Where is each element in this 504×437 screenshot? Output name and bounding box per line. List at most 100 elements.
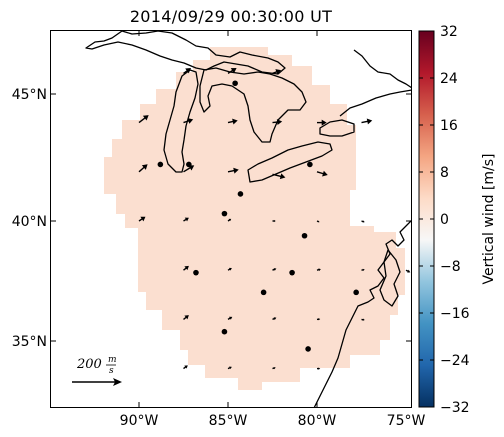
wind-vector-head	[407, 269, 411, 273]
station-marker	[260, 289, 267, 296]
lake-erie-shoreline	[247, 141, 333, 183]
map-frame	[50, 30, 412, 408]
station-marker	[237, 191, 244, 197]
wind-vector-shaft	[272, 173, 282, 178]
wind-vector-head	[275, 69, 282, 75]
wind-vector	[272, 317, 277, 321]
wind-vector	[227, 218, 232, 222]
wind-vector-head	[318, 367, 321, 370]
wind-vector	[361, 268, 365, 272]
wind-vector-head	[362, 318, 365, 321]
wind-vector-head	[184, 217, 189, 222]
wind-vector	[183, 165, 195, 173]
wind-vector-head	[184, 265, 189, 271]
colorbar-tick-label: 24	[440, 71, 458, 87]
scale-unit-denominator: s	[109, 366, 114, 376]
wind-vector-head	[229, 366, 232, 370]
wind-vector-head	[184, 365, 188, 369]
wind-vector-head	[228, 267, 232, 271]
colorbar-tick-label: −16	[440, 306, 470, 322]
atlantic-coastline	[313, 219, 412, 408]
wind-vector	[183, 365, 188, 370]
wind-vector	[227, 68, 237, 74]
wind-vector	[316, 268, 321, 272]
lake-superior-shoreline	[85, 30, 286, 75]
station-marker	[301, 232, 308, 239]
lon-label-90w: 90°W	[120, 413, 159, 429]
station-marker	[221, 210, 228, 217]
station-marker	[232, 80, 238, 87]
colorbar-tick-label: 16	[440, 118, 458, 134]
lat-label-45: 45°N	[12, 87, 47, 103]
wind-vector	[272, 69, 282, 75]
wind-vector	[272, 366, 276, 370]
wind-vector	[316, 318, 321, 321]
wind-vector	[316, 170, 328, 177]
wind-vector-head	[366, 118, 373, 125]
wind-vector-head	[273, 366, 276, 370]
wind-vector	[227, 366, 232, 370]
wind-vector-head	[273, 317, 277, 320]
colorbar-label: Vertical wind [m/s]	[481, 154, 497, 285]
wind-vector-head	[317, 220, 320, 223]
wind-vector-head	[228, 218, 232, 222]
wind-vector	[361, 318, 365, 321]
wind-vector-head	[279, 173, 286, 180]
wind-vector-head	[140, 216, 146, 222]
wind-vector	[138, 164, 148, 173]
wind-vector	[361, 118, 373, 125]
station-marker	[353, 289, 359, 296]
chesapeake-bay-shoreline	[379, 249, 401, 307]
station-marker	[193, 269, 199, 276]
map-title: 2014/09/29 00:30:00 UT	[129, 7, 333, 26]
wind-vector	[317, 367, 321, 370]
lake-huron-shoreline	[199, 67, 307, 143]
colorbar-tick-label: 0	[440, 212, 449, 228]
wind-vector	[227, 118, 238, 125]
wind-vector-shaft	[138, 116, 146, 124]
wind-vector-head	[273, 268, 277, 271]
wind-vector	[272, 219, 276, 223]
wind-vector-shaft	[227, 69, 234, 74]
wind-vector	[272, 173, 286, 180]
wind-vector-head	[362, 268, 365, 272]
colorbar-tick-label: −24	[440, 353, 470, 369]
station-marker	[305, 346, 311, 352]
wind-vector-head	[321, 119, 327, 126]
wind-vector-head	[187, 118, 194, 124]
wind-vector-head	[230, 68, 237, 74]
wind-vector	[227, 267, 232, 271]
wind-vector	[183, 265, 189, 271]
wind-vector-head	[142, 115, 149, 121]
scale-value: 200	[76, 357, 102, 372]
wind-vector-shaft	[361, 120, 369, 124]
colorbar-tick-label: 32	[440, 24, 458, 40]
lat-label-35: 35°N	[12, 334, 47, 350]
north-coastline	[353, 49, 412, 89]
wind-vector	[138, 216, 146, 222]
wind-vector-head	[273, 219, 276, 223]
scale-arrow-head	[113, 378, 122, 386]
station-marker	[157, 161, 164, 168]
wind-vector-head	[188, 165, 195, 171]
station-marker	[221, 328, 228, 335]
wind-vector	[405, 269, 411, 273]
wind-vector-head	[141, 164, 148, 170]
lon-label-80w: 80°W	[298, 413, 337, 429]
wind-vector	[227, 316, 233, 321]
wind-vector-head	[185, 68, 192, 74]
wind-vector-head	[322, 170, 328, 177]
lon-label-75w: 75°W	[387, 413, 426, 429]
wind-vector-shaft	[183, 166, 192, 173]
wind-vector-head	[232, 118, 238, 125]
wind-vector	[316, 220, 320, 223]
wind-vector-shaft	[183, 119, 190, 124]
lake-michigan-shoreline	[163, 69, 199, 173]
wind-vector-head	[184, 315, 189, 320]
wind-vector-head	[318, 318, 321, 321]
wind-vector	[183, 118, 194, 124]
st-lawrence-coast	[339, 89, 412, 117]
wind-vector	[183, 315, 189, 320]
station-marker	[289, 269, 295, 276]
